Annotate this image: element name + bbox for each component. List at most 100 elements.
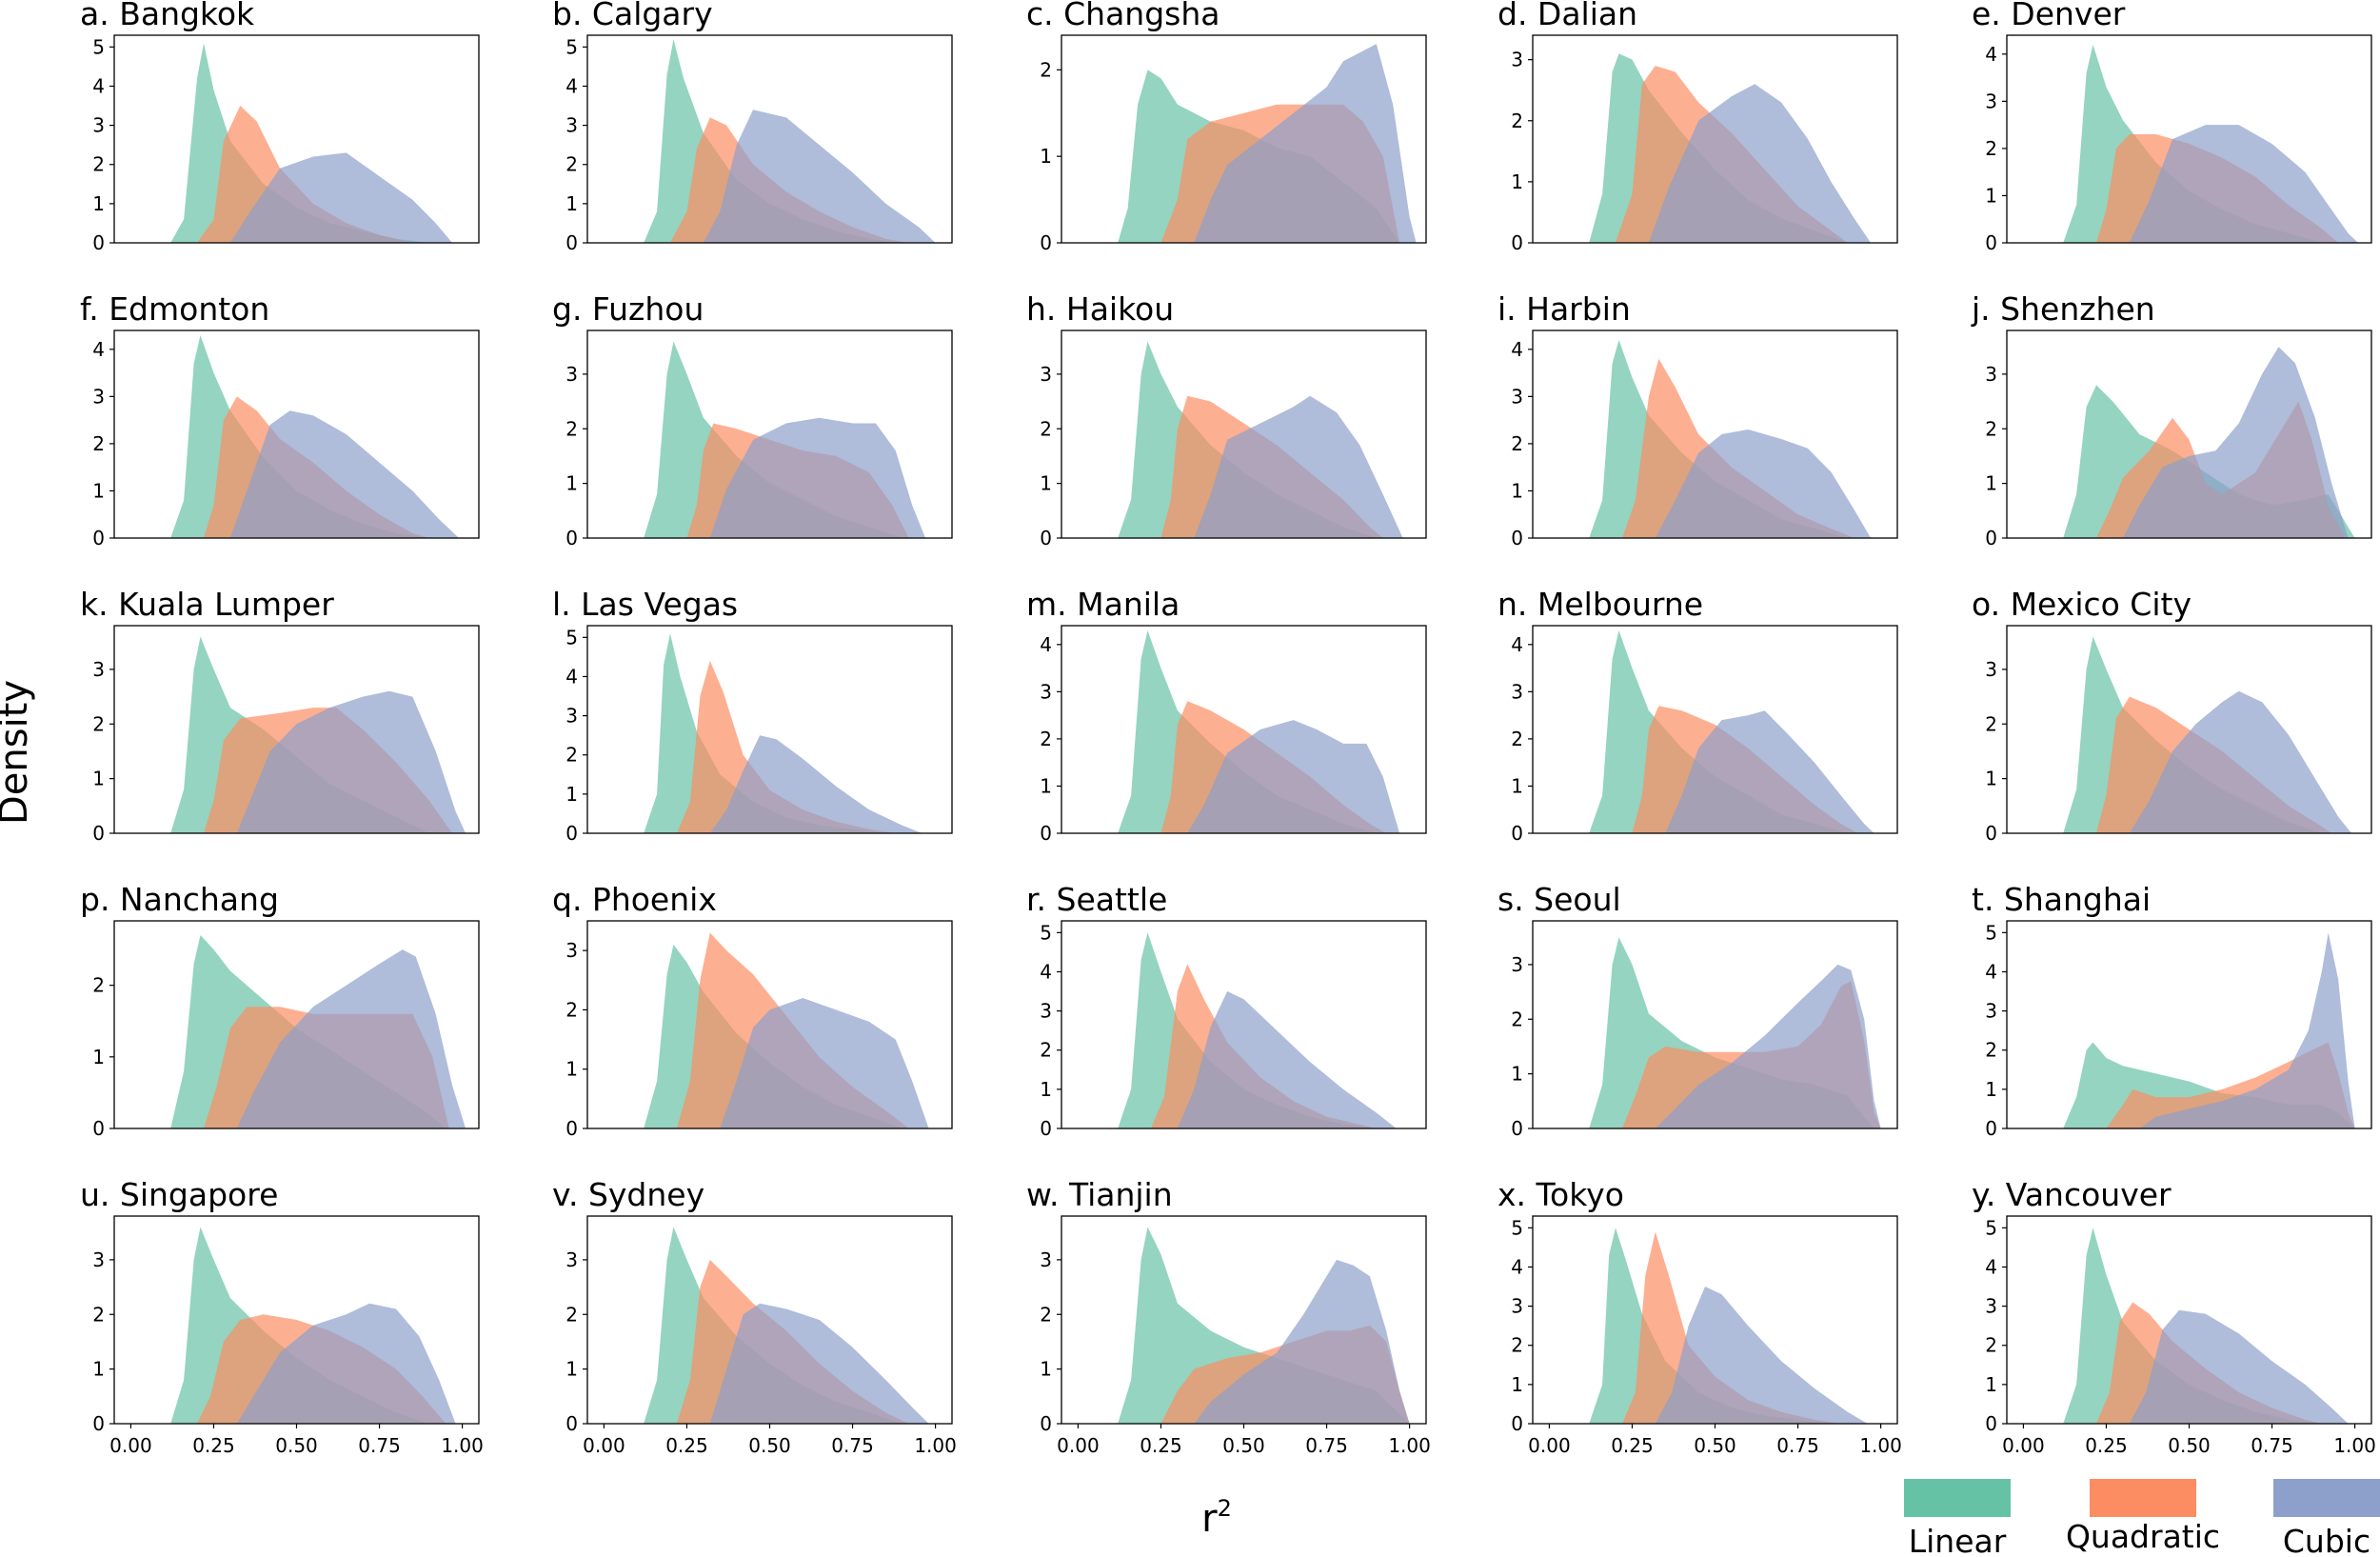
x-tick-label: 0.75 xyxy=(1776,1434,1819,1457)
y-tick-label: 4 xyxy=(1985,1255,1997,1278)
density-area-cubic xyxy=(2139,932,2355,1128)
panel-changsha: c. Changsha 0 1 2 xyxy=(1026,0,1427,254)
panel-edmonton: f. Edmonton 0 1 2 3 4 xyxy=(80,290,480,549)
plot-frame xyxy=(2006,34,2372,244)
plot-frame xyxy=(2006,329,2372,539)
y-tick-label: 5 xyxy=(1040,921,1052,944)
y-tick-label: 2 xyxy=(1985,1334,1997,1357)
density-areas xyxy=(644,633,922,833)
y-tick-label: 3 xyxy=(92,114,105,137)
y-tick-label: 1 xyxy=(92,192,105,215)
y-tick-label: 1 xyxy=(1511,774,1523,797)
density-area-cubic xyxy=(1655,429,1872,538)
y-tick-label: 3 xyxy=(1040,1248,1052,1271)
panel-title: c. Changsha xyxy=(1026,0,1220,32)
panel-title: b. Calgary xyxy=(552,0,713,32)
density-area-cubic xyxy=(236,690,466,833)
y-tick-label: 1 xyxy=(1040,472,1052,495)
y-tick-label: 0 xyxy=(1985,1117,1997,1140)
y-tick-label: 1 xyxy=(92,1046,105,1068)
plot-frame xyxy=(1532,920,1898,1129)
y-tick-label: 3 xyxy=(1040,680,1052,703)
panel-title: u. Singapore xyxy=(80,1176,278,1213)
y-tick-label: 5 xyxy=(565,35,578,58)
panel-title: r. Seattle xyxy=(1026,881,1167,918)
y-tick-label: 1 xyxy=(565,1058,578,1081)
density-areas xyxy=(1118,932,1397,1128)
density-area-cubic xyxy=(1194,44,1417,243)
y-tick-label: 5 xyxy=(565,626,578,649)
legend-swatch-linear xyxy=(1904,1479,2011,1517)
density-area-cubic xyxy=(1665,710,1874,833)
y-tick-label: 0 xyxy=(1985,231,1997,254)
y-tick-label: 1 xyxy=(92,479,105,502)
density-areas xyxy=(1589,630,1874,833)
panel-title: p. Nanchang xyxy=(80,881,279,918)
density-area-cubic xyxy=(2129,125,2359,243)
density-area-cubic xyxy=(236,949,466,1128)
x-tick-label: 0.50 xyxy=(2168,1434,2211,1457)
y-tick-label: 4 xyxy=(1040,960,1052,983)
density-area-cubic xyxy=(229,152,453,243)
y-tick-label: 2 xyxy=(1511,1334,1523,1357)
density-areas xyxy=(644,341,926,538)
y-tick-label: 3 xyxy=(92,1248,105,1271)
density-area-cubic xyxy=(1177,991,1397,1128)
legend: Linear Quadratic Cubic xyxy=(1904,1479,2380,1557)
y-tick-label: 4 xyxy=(565,665,578,688)
y-tick-label: 0 xyxy=(92,231,105,254)
y-tick-label: 2 xyxy=(565,998,578,1021)
y-tick-label: 0 xyxy=(1040,1412,1052,1435)
y-tick-label: 3 xyxy=(565,705,578,728)
panel-title: j. Shenzhen xyxy=(1971,290,2155,328)
panel-title: e. Denver xyxy=(1972,0,2126,32)
density-area-cubic xyxy=(229,410,460,538)
density-areas xyxy=(1589,339,1872,538)
y-tick-label: 1 xyxy=(1511,1373,1523,1396)
panel-dalian: d. Dalian 0 1 2 3 xyxy=(1497,0,1898,254)
y-tick-label: 0 xyxy=(1985,1412,1997,1435)
density-area-cubic xyxy=(709,735,922,833)
y-tick-label: 1 xyxy=(565,192,578,215)
y-tick-label: 0 xyxy=(565,231,578,254)
panel-denver: e. Denver 0 1 2 3 4 xyxy=(1972,0,2372,254)
y-tick-label: 5 xyxy=(1511,1216,1523,1239)
y-tick-label: 2 xyxy=(1985,712,1997,735)
panel-grid: a. Bangkok 0 1 2 3 4 5 b. Calgary 0 1 2 3 4 5 c. Chang… xyxy=(80,0,2376,1457)
x-tick-label: 0.25 xyxy=(1611,1434,1654,1457)
y-tick-label: 0 xyxy=(1040,527,1052,549)
y-tick-label: 4 xyxy=(92,74,105,97)
panel-title: q. Phoenix xyxy=(552,881,717,918)
panel-singapore: u. Singapore 0 1 2 3 0.00 0.25 0.50 0.75 1.00 xyxy=(80,1176,484,1457)
density-areas xyxy=(170,43,453,243)
density-areas xyxy=(2063,932,2355,1128)
density-areas xyxy=(644,932,929,1128)
y-tick-label: 3 xyxy=(565,363,578,386)
y-tick-label: 1 xyxy=(1511,170,1523,193)
y-tick-label: 1 xyxy=(1985,1078,1997,1101)
panel-title: w. Tianjin xyxy=(1026,1176,1173,1213)
density-area-cubic xyxy=(1187,720,1400,833)
x-tick-label: 0.25 xyxy=(1140,1434,1182,1457)
y-tick-label: 1 xyxy=(1040,145,1052,168)
x-axis-title-superscript: 2 xyxy=(1218,1495,1232,1522)
y-tick-label: 4 xyxy=(1511,1255,1523,1278)
y-tick-label: 4 xyxy=(92,338,105,361)
y-tick-label: 2 xyxy=(1040,58,1052,81)
panel-las-vegas: l. Las Vegas 0 1 2 3 4 5 xyxy=(552,586,953,845)
x-tick-label: 1.00 xyxy=(914,1434,957,1457)
plot-frame xyxy=(2006,625,2372,834)
x-tick-label: 1.00 xyxy=(2333,1434,2376,1457)
panel-tianjin: w. Tianjin 0 1 2 3 0.00 0.25 0.50 0.75 1.00 xyxy=(1026,1176,1431,1457)
x-tick-label: 0.75 xyxy=(831,1434,874,1457)
panel-title: l. Las Vegas xyxy=(552,586,738,623)
y-tick-label: 1 xyxy=(92,768,105,790)
y-tick-label: 1 xyxy=(1040,1078,1052,1101)
plot-frame xyxy=(113,329,480,539)
plot-frame xyxy=(1532,329,1898,539)
density-area-cubic xyxy=(1655,964,1881,1128)
y-tick-label: 0 xyxy=(565,527,578,549)
y-tick-label: 1 xyxy=(1511,1063,1523,1086)
density-areas xyxy=(1589,1228,1868,1424)
